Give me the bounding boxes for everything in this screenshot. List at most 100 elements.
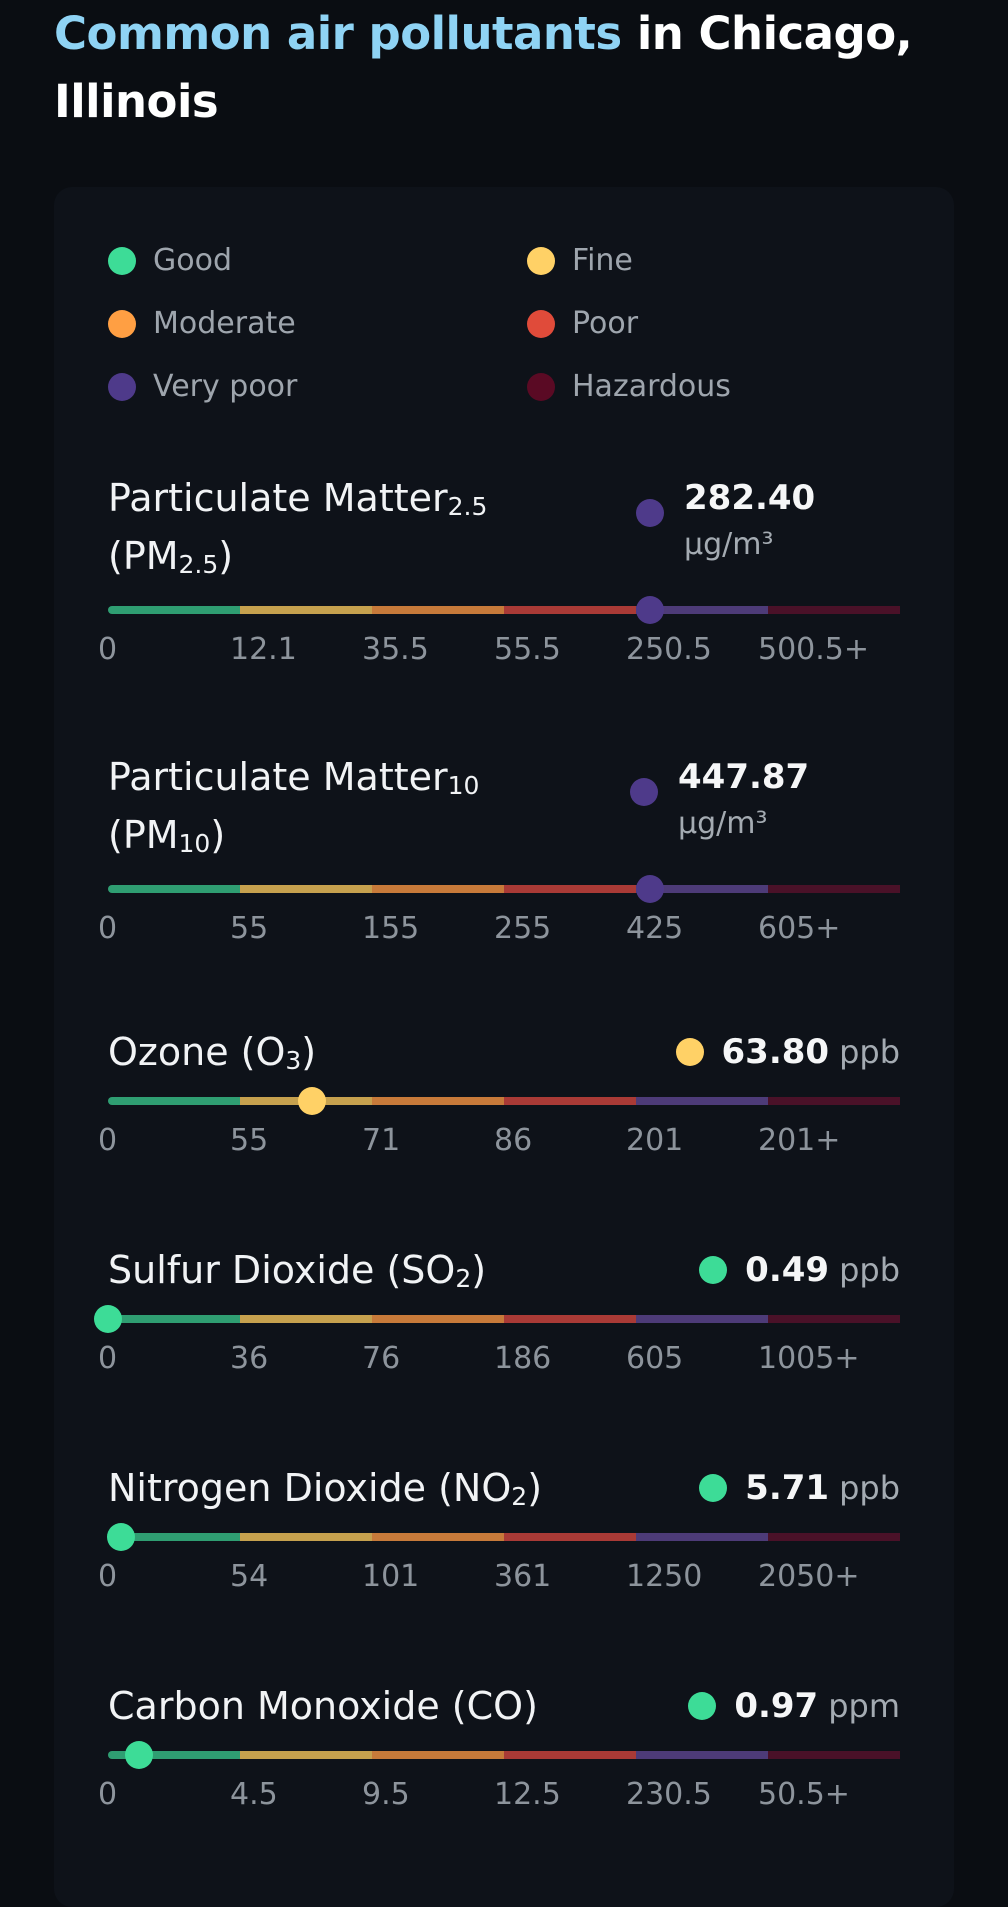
scale-segment-fine [240,1751,372,1759]
moderate-dot-icon [108,309,136,338]
level-dot-icon [699,1256,728,1284]
good-dot-icon [108,246,136,275]
scale-segment-fine [240,1533,372,1541]
pollutant-value: 63.80 ppb [675,1025,900,1079]
scale-tick-label: 186 [494,1341,552,1376]
page-title-highlight[interactable]: Common air pollutants [54,7,622,60]
scale-segment-hazardous [768,1533,900,1541]
scale-segment-poor [504,1315,636,1323]
scale-segment-fine [240,885,372,893]
poor-dot-icon [527,309,555,338]
pollutants-card: Good Fine Moderate Poor Very poor Hazard… [54,187,954,1907]
scale-bar [106,1523,900,1551]
value-number: 63.80 [721,1032,830,1072]
value-unit: µg/m³ [678,806,768,841]
scale-ticks: 0 54 101 361 1250 2050+ [98,1559,918,1594]
scale-bar [108,875,900,903]
pollutant-name: Ozone (O3) [108,1030,317,1075]
legend-label: Fine [572,243,633,278]
legend-item-fine: Fine [527,242,907,279]
value-unit: ppm [828,1687,900,1725]
scale-segment-fine [240,606,372,614]
pollutant-value: 282.40 µg/m³ [636,471,816,565]
value-unit: ppb [839,1251,900,1289]
scale-tick-label: 605 [626,1341,684,1376]
scale-tick-label: 0 [98,1777,118,1812]
scale-segment-poor [504,885,636,893]
level-marker-icon [635,875,664,903]
legend-item-good: Good [108,242,527,279]
value-number: 5.71 [745,1468,830,1508]
scale-ticks: 0 55 155 255 425 605+ [98,911,918,946]
scale-segment-hazardous [768,1751,900,1759]
scale-tick-label: 425 [626,911,684,946]
scale-bar [108,1741,900,1769]
scale-tick-label: 250.5 [626,632,712,667]
legend-label: Very poor [153,369,298,404]
value-number: 0.97 [734,1686,819,1726]
scale-segment-good [108,885,240,893]
scale-segment-fine [240,1315,372,1323]
scale-tick-label: 55.5 [494,632,561,667]
scale-tick-label: 55 [230,911,269,946]
scale-tick-label: 71 [362,1123,401,1158]
level-marker-icon [297,1087,326,1115]
value-unit: µg/m³ [684,527,774,562]
legend-item-hazardous: Hazardous [527,368,907,405]
scale-tick-label: 50.5+ [758,1777,850,1812]
scale-segment-very-poor [636,1315,768,1323]
scale-ticks: 0 36 76 186 605 1005+ [98,1341,918,1376]
scale-segment-moderate [372,1097,504,1105]
legend-item-very-poor: Very poor [108,368,527,405]
scale-tick-label: 0 [98,1341,118,1376]
scale-tick-label: 605+ [758,911,841,946]
pollutant-name: Nitrogen Dioxide (NO2) [108,1466,543,1511]
pollutant-value: 0.97 ppm [688,1679,900,1733]
pollutant-sulfur-dioxide: Sulfur Dioxide (SO2) 0.49 ppb 0 36 76 186 60… [94,1241,900,1381]
scale-segment-very-poor [636,885,768,893]
scale-tick-label: 12.1 [230,632,297,667]
legend-label: Good [153,243,232,278]
level-dot-icon [630,778,658,806]
scale-tick-label: 155 [362,911,420,946]
pollutant-value: 447.87 µg/m³ [630,750,809,844]
level-dot-icon [688,1692,717,1720]
scale-tick-label: 0 [98,911,118,946]
scale-tick-label: 2050+ [758,1559,860,1594]
pollutant-name: Sulfur Dioxide (SO2) [108,1248,487,1293]
legend-label: Moderate [153,306,296,341]
pollutant-pm10: Particulate Matter10 (PM10) 447.87 µg/m³ … [98,748,900,946]
scale-tick-label: 201+ [758,1123,841,1158]
scale-ticks: 0 12.1 35.5 55.5 250.5 500.5+ [98,632,918,667]
scale-tick-label: 54 [230,1559,269,1594]
scale-tick-label: 86 [494,1123,533,1158]
scale-bar [94,1305,900,1333]
pollutant-value: 5.71 ppb [699,1461,900,1515]
pollutant-name: Carbon Monoxide (CO) [108,1684,538,1728]
scale-ticks: 0 4.5 9.5 12.5 230.5 50.5+ [98,1777,918,1812]
scale-segment-very-poor [636,606,768,614]
scale-tick-label: 0 [98,1559,118,1594]
scale-tick-label: 36 [230,1341,269,1376]
page-title: Common air pollutants in Chicago, Illino… [54,0,954,136]
scale-segment-poor [504,1533,636,1541]
scale-segment-moderate [372,606,504,614]
scale-segment-good [108,606,240,614]
scale-segment-good [108,1315,240,1323]
legend: Good Fine Moderate Poor Very poor Hazard… [108,242,908,405]
value-number: 282.40 [684,478,816,518]
scale-segment-moderate [372,885,504,893]
scale-tick-label: 230.5 [626,1777,712,1812]
scale-segment-very-poor [636,1751,768,1759]
level-dot-icon [636,499,664,527]
scale-tick-label: 101 [362,1559,420,1594]
scale-segment-moderate [372,1315,504,1323]
scale-tick-label: 0 [98,1123,118,1158]
scale-tick-label: 76 [362,1341,401,1376]
level-marker-icon [124,1741,153,1769]
value-number: 0.49 [745,1250,830,1290]
scale-tick-label: 361 [494,1559,552,1594]
scale-bar [108,596,900,624]
scale-segment-good [108,1533,240,1541]
page-title-location: in Chicago, Illinois [54,7,913,128]
